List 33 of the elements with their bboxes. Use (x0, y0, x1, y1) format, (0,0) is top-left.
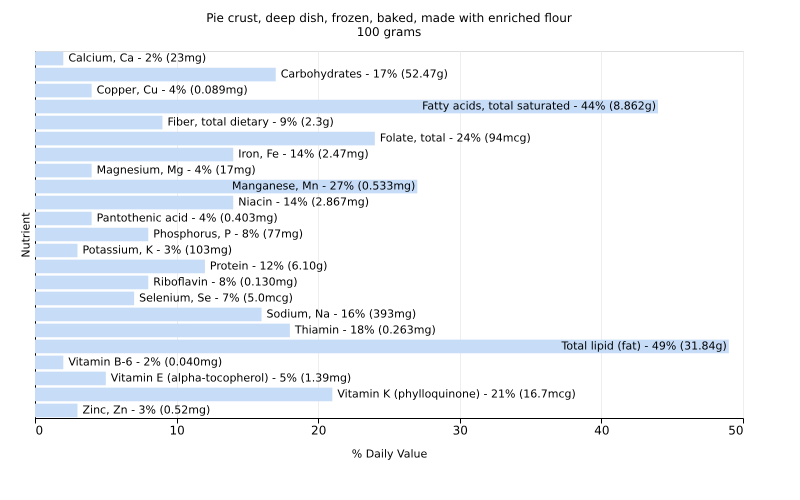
category-label: Iron, Fe - 14% (2.47mg) (238, 148, 369, 161)
category-label: Protein - 12% (6.10g) (210, 259, 328, 272)
category-label: Vitamin K (phylloquinone) - 21% (16.7mcg) (337, 387, 576, 400)
category-label: Folate, total - 24% (94mcg) (380, 132, 531, 145)
x-tick-label: 30 (452, 424, 468, 438)
x-tick-label: 0 (36, 424, 44, 438)
category-label: Zinc, Zn - 3% (0.52mg) (82, 403, 210, 416)
x-tick-label: 50 (728, 424, 744, 438)
category-label: Niacin - 14% (2.867mg) (238, 196, 370, 209)
category-label: Potassium, K - 3% (103mg) (82, 243, 232, 256)
category-label: Thiamin - 18% (0.263mg) (294, 323, 436, 336)
chart-title: Pie crust, deep dish, frozen, baked, made with enriched flour (206, 11, 572, 25)
x-tick-label: 10 (169, 424, 185, 438)
category-label: Calcium, Ca - 2% (23mg) (68, 52, 206, 65)
category-label: Manganese, Mn - 27% (0.533mg) (232, 180, 416, 193)
category-label: Sodium, Na - 16% (393mg) (266, 307, 416, 320)
x-axis-title: % Daily Value (352, 448, 428, 460)
category-label: Magnesium, Mg - 4% (17mg) (96, 164, 256, 177)
chart-subtitle: 100 grams (356, 25, 422, 39)
category-label: Riboflavin - 8% (0.130mg) (153, 275, 298, 288)
category-label: Phosphorus, P - 8% (77mg) (153, 228, 304, 240)
category-label: Carbohydrates - 17% (52.47g) (280, 68, 448, 81)
y-axis-title: Nutrient (20, 212, 32, 258)
category-label: Selenium, Se - 7% (5.0mcg) (139, 291, 293, 304)
x-tick-label: 20 (311, 424, 326, 438)
x-tick-label: 40 (594, 424, 610, 438)
category-label: Pantothenic acid - 4% (0.403mg) (96, 212, 278, 225)
category-label: Vitamin B-6 - 2% (0.040mg) (68, 355, 222, 368)
category-label: Vitamin E (alpha-tocopherol) - 5% (1.39mg) (110, 371, 352, 384)
category-label: Total lipid (fat) - 49% (31.84g) (562, 339, 727, 352)
category-label: Fiber, total dietary - 9% (2.3g) (167, 116, 334, 129)
category-label: Fatty acids, total saturated - 44% (8.862g) (422, 100, 656, 113)
category-label: Copper, Cu - 4% (0.089mg) (96, 84, 248, 97)
